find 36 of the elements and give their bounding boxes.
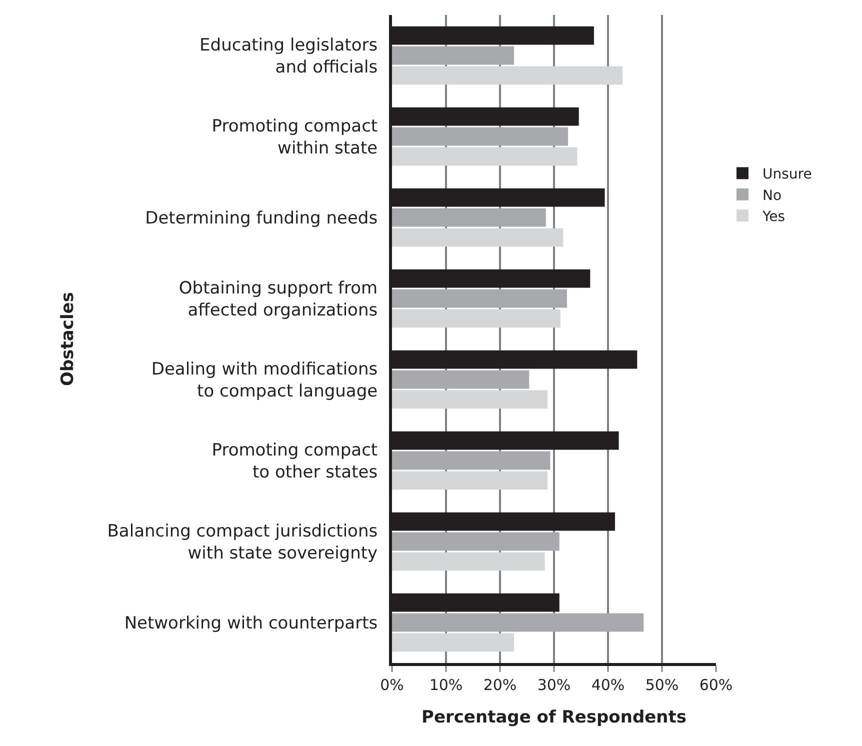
legend-label: No bbox=[762, 188, 782, 204]
x-tick-label: 10% bbox=[429, 676, 463, 694]
bar bbox=[392, 613, 644, 632]
y-tick-label: Networking with counterparts bbox=[124, 613, 378, 634]
y-tick-label: Promoting compact within state bbox=[212, 116, 378, 158]
legend-label: Yes bbox=[761, 209, 786, 226]
bar bbox=[392, 127, 568, 146]
y-tick-label: Educating legislators and officials bbox=[200, 35, 378, 78]
y-tick-label: Dealing with modifications to compact language bbox=[151, 359, 378, 402]
bar bbox=[392, 309, 560, 328]
y-axis-title: Obstacles bbox=[58, 292, 78, 386]
x-axis-title: Percentage of Respondents bbox=[421, 707, 687, 728]
y-tick-label: Balancing compact jurisdictions with state sovereignty bbox=[107, 521, 378, 564]
y-tick-label: Determining funding needs bbox=[145, 208, 378, 228]
bar bbox=[392, 66, 623, 85]
y-tick-label: Promoting compact to other states bbox=[212, 440, 378, 482]
bar bbox=[392, 228, 564, 247]
bar bbox=[392, 370, 530, 389]
x-tick-label: 20% bbox=[483, 676, 517, 694]
bar bbox=[392, 633, 514, 652]
bar bbox=[392, 390, 548, 409]
bar bbox=[392, 289, 567, 308]
y-tick-label: Obtaining support from affected organizations bbox=[178, 278, 378, 320]
bar bbox=[392, 451, 550, 470]
bar bbox=[392, 208, 546, 227]
bar bbox=[392, 46, 514, 65]
legend-label: Unsure bbox=[762, 166, 812, 183]
bar bbox=[392, 552, 545, 571]
x-tick-label: 50% bbox=[645, 676, 679, 694]
bar bbox=[392, 532, 560, 551]
x-tick-label: 0% bbox=[380, 676, 404, 694]
x-tick-label: 30% bbox=[537, 676, 571, 694]
bar bbox=[392, 471, 548, 490]
bar bbox=[392, 147, 578, 166]
x-tick-label: 40% bbox=[591, 676, 625, 694]
x-tick-label: 60% bbox=[699, 676, 733, 694]
